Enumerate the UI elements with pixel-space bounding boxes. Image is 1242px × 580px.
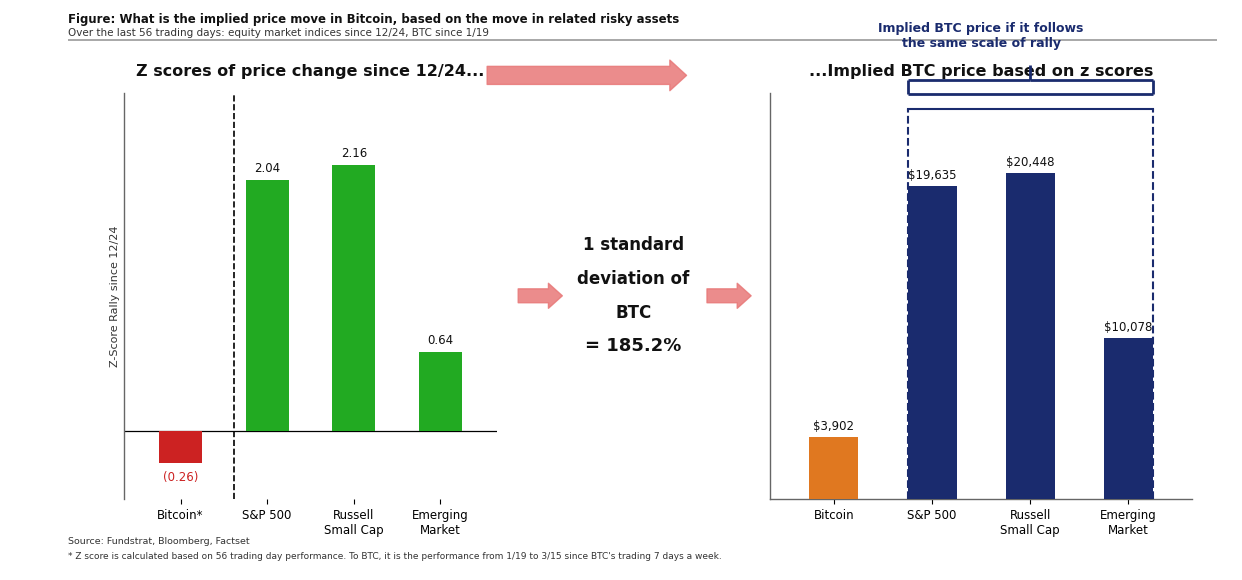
Text: 2.16: 2.16	[340, 147, 366, 161]
Title: Z scores of price change since 12/24...: Z scores of price change since 12/24...	[137, 64, 484, 79]
Text: the same scale of rally: the same scale of rally	[902, 38, 1061, 50]
Bar	[1006, 173, 1054, 499]
Bar	[159, 431, 202, 463]
Bar	[810, 437, 858, 499]
Text: 2.04: 2.04	[255, 162, 281, 175]
Bar	[246, 180, 289, 431]
Text: = 185.2%: = 185.2%	[585, 337, 682, 356]
Bar	[332, 165, 375, 431]
Y-axis label: Z-Score Rally since 12/24: Z-Score Rally since 12/24	[111, 225, 120, 367]
Title: ...Implied BTC price based on z scores: ...Implied BTC price based on z scores	[809, 64, 1154, 79]
Text: 0.64: 0.64	[427, 335, 453, 347]
Text: Source: Fundstrat, Bloomberg, Factset: Source: Fundstrat, Bloomberg, Factset	[68, 536, 250, 546]
Text: * Z score is calculated based on 56 trading day performance. To BTC, it is the p: * Z score is calculated based on 56 trad…	[68, 552, 722, 561]
Text: BTC: BTC	[615, 303, 652, 322]
Bar	[908, 186, 956, 499]
Bar	[419, 353, 462, 431]
Text: $3,902: $3,902	[814, 420, 854, 433]
Text: Figure: What is the implied price move in Bitcoin, based on the move in related : Figure: What is the implied price move i…	[68, 13, 679, 26]
Text: (0.26): (0.26)	[163, 470, 199, 484]
Bar	[1104, 338, 1153, 499]
Text: Over the last 56 trading days: equity market indices since 12/24, BTC since 1/19: Over the last 56 trading days: equity ma…	[68, 28, 489, 38]
Text: $10,078: $10,078	[1104, 321, 1153, 334]
Text: deviation of: deviation of	[578, 270, 689, 288]
Text: Implied BTC price if it follows: Implied BTC price if it follows	[878, 22, 1084, 35]
Text: 1 standard: 1 standard	[582, 236, 684, 255]
Text: $19,635: $19,635	[908, 169, 956, 182]
Text: $20,448: $20,448	[1006, 156, 1054, 169]
